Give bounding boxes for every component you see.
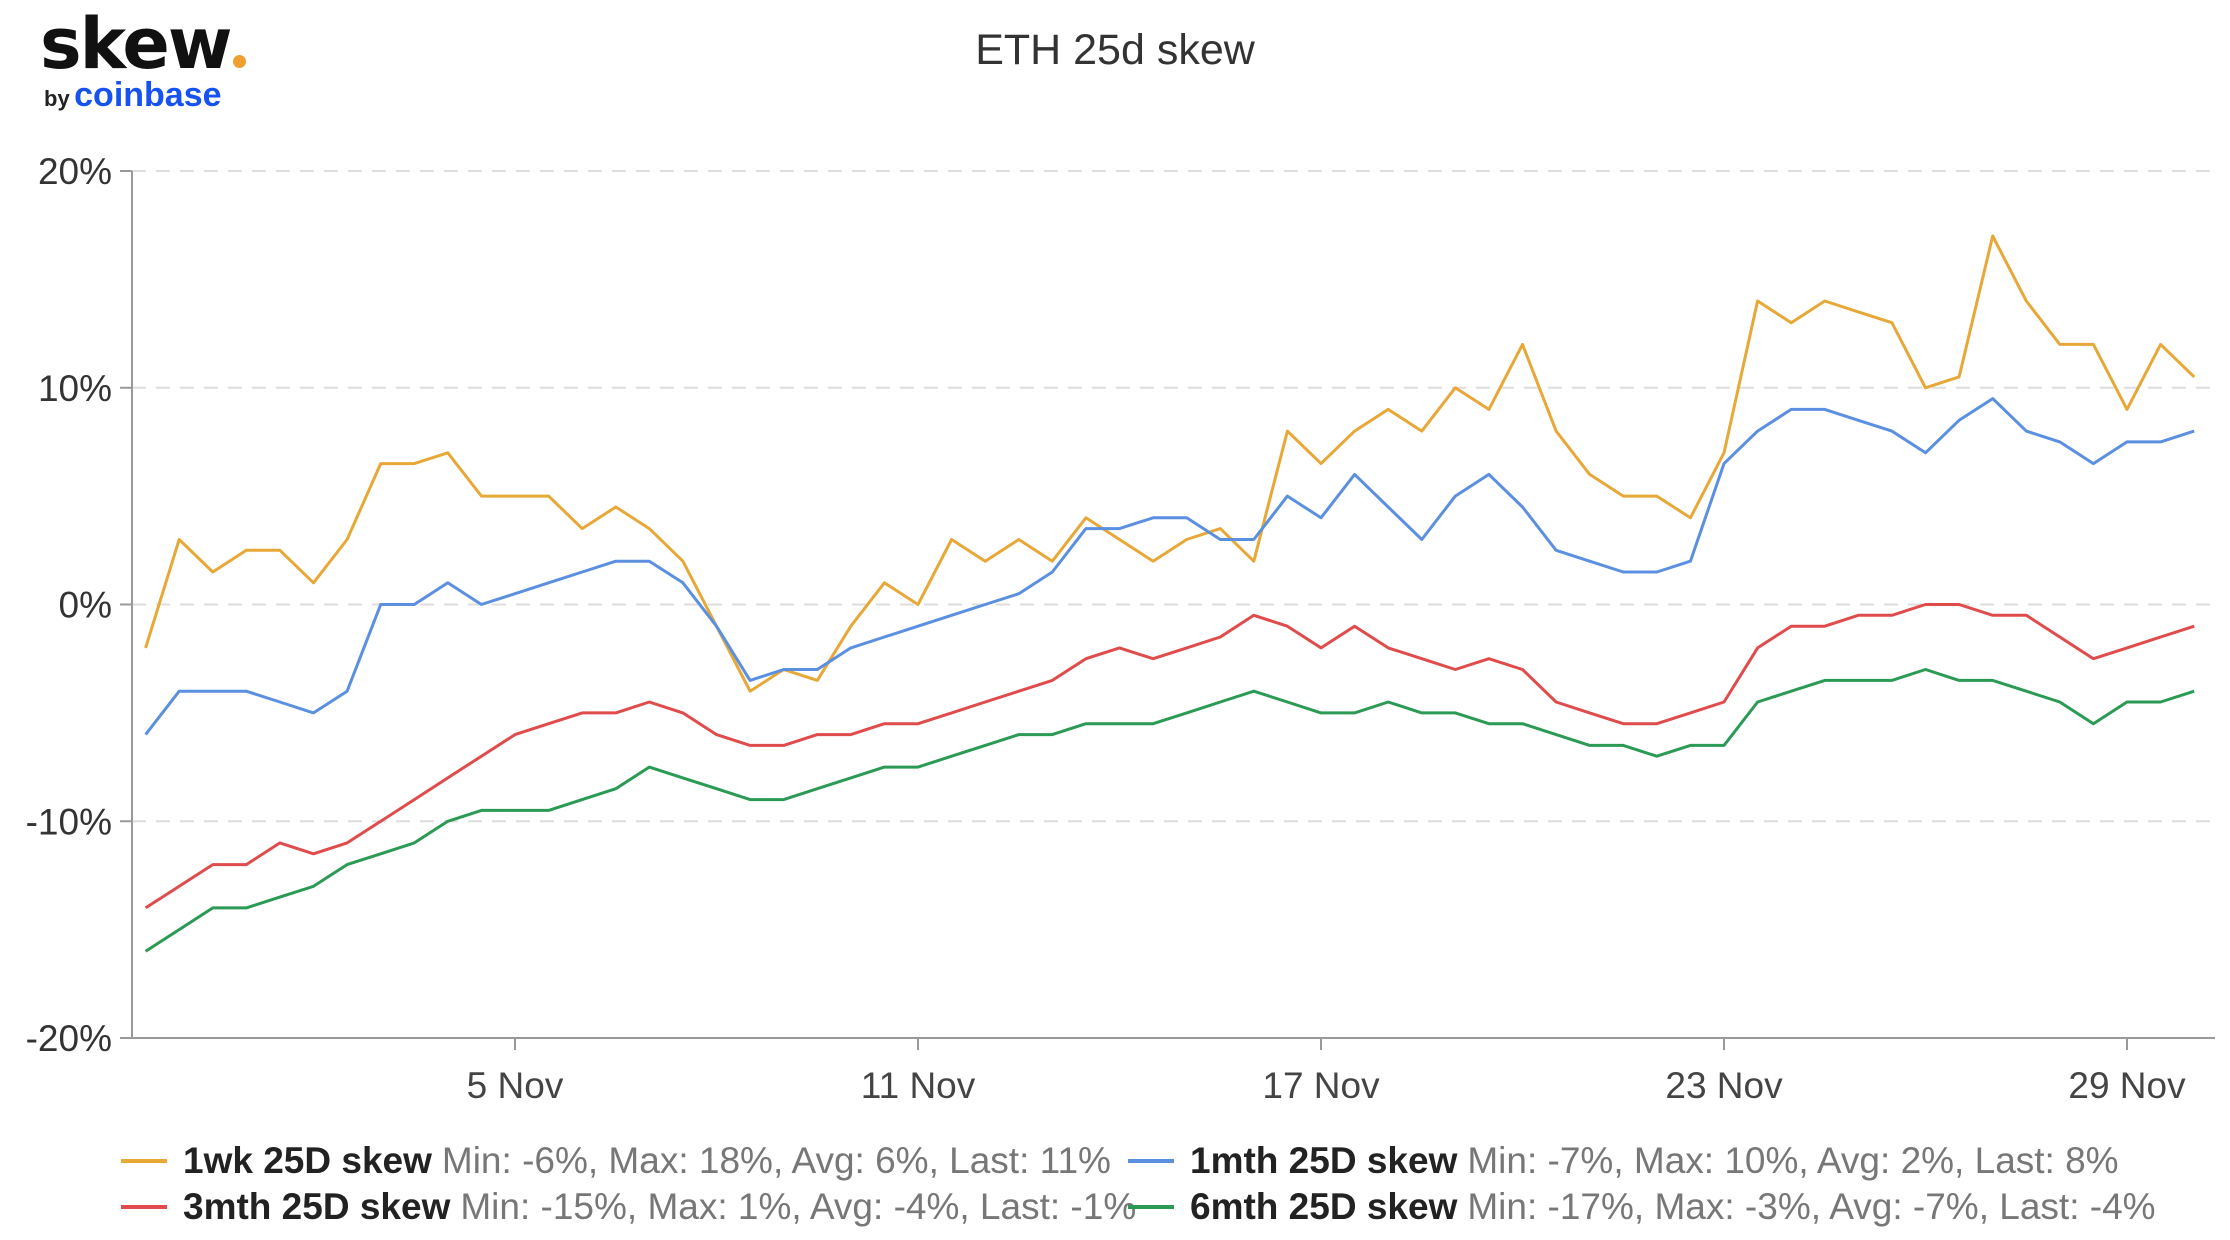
legend-item[interactable]: 3mth 25D skew Min: -15%, Max: 1%, Avg: -4… [121,1186,1136,1228]
series-line-4 [144,668,2195,953]
legend-series-name: 6mth 25D skew [1190,1186,1458,1227]
series-line-3 [144,603,2195,910]
logo-coinbase: coinbase [74,76,222,114]
legend-item[interactable]: 1mth 25D skew Min: -7%, Max: 10%, Avg: 2%… [1128,1140,2119,1182]
x-tick-label: 29 Nov [2068,1065,2186,1106]
y-tick-label: 20% [38,151,112,192]
legend-swatch [121,1205,167,1209]
legend-series-stats: Min: -7%, Max: 10%, Avg: 2%, Last: 8% [1467,1140,2119,1181]
legend-series-stats: Min: -15%, Max: 1%, Avg: -4%, Last: -1% [460,1186,1137,1227]
logo-dot [233,55,247,68]
legend-series-name: 3mth 25D skew [183,1186,451,1227]
legend-series-stats: Min: -6%, Max: 18%, Avg: 6%, Last: 11% [441,1140,1111,1181]
y-tick-label: 0% [59,585,112,626]
skew-logo: skew by coinbase [40,3,247,115]
legend-swatch [1128,1205,1174,1209]
x-tick-label: 17 Nov [1262,1065,1380,1106]
x-tick-label: 23 Nov [1665,1065,1783,1106]
series-line-2 [144,397,2195,736]
legend-item[interactable]: 6mth 25D skew Min: -17%, Max: -3%, Avg: -… [1128,1186,2156,1228]
legend-series-stats: Min: -17%, Max: -3%, Avg: -7%, Last: -4% [1467,1186,2156,1227]
legend-series-name: 1wk 25D skew [183,1140,432,1181]
y-tick-label: 10% [38,368,112,409]
series-line-1 [144,234,2196,693]
y-tick-label: -20% [26,1018,112,1059]
legend-swatch [121,1159,167,1163]
logo-brand: skew [40,3,232,85]
x-tick-label: 11 Nov [861,1065,976,1106]
legend-series-name: 1mth 25D skew [1190,1140,1458,1181]
y-tick-label: -10% [26,801,112,842]
logo-by: by [44,86,70,111]
legend-swatch [1128,1159,1174,1163]
legend-item[interactable]: 1wk 25D skew Min: -6%, Max: 18%, Avg: 6%,… [121,1140,1111,1182]
chart-title: ETH 25d skew [975,26,1255,74]
x-tick-label: 5 Nov [467,1065,564,1106]
